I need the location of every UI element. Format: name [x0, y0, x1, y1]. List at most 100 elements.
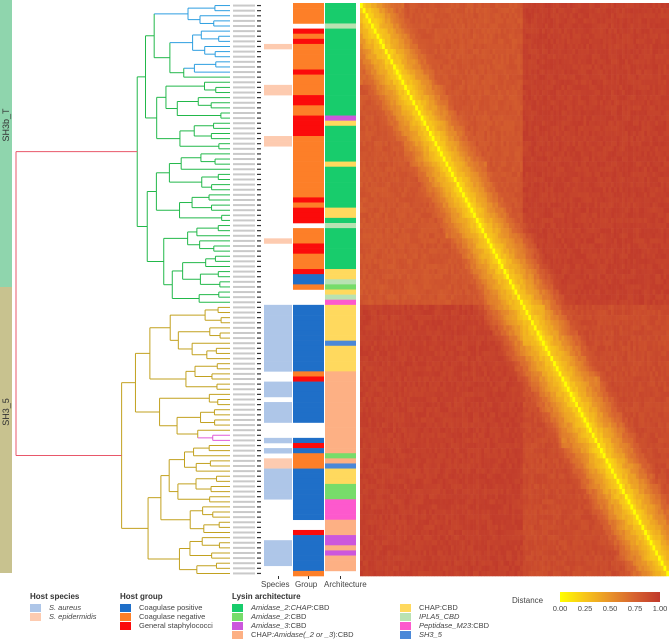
- heatmap-cell: [600, 8, 604, 14]
- heatmap-cell: [531, 156, 535, 162]
- heatmap-cell: [605, 141, 609, 147]
- heatmap-cell: [663, 141, 667, 147]
- heatmap-cell: [511, 187, 515, 193]
- heatmap-cell: [451, 79, 455, 86]
- heatmap-cell: [558, 125, 562, 132]
- heatmap-cell: [362, 105, 366, 111]
- heatmap-cell: [575, 89, 579, 96]
- heatmap-cell: [624, 18, 628, 24]
- architecture-cell: [325, 407, 356, 413]
- leaf-tick: [257, 455, 261, 457]
- group-cell: [293, 325, 324, 331]
- heatmap-cell: [423, 207, 427, 214]
- heatmap-cell: [608, 64, 612, 70]
- heatmap-cell: [398, 59, 402, 65]
- heatmap-cell: [622, 28, 626, 34]
- heatmap-cell: [619, 182, 623, 188]
- heatmap-cell: [506, 89, 510, 96]
- heatmap-cell: [371, 115, 375, 121]
- heatmap-cell: [462, 59, 466, 65]
- heatmap-cell: [462, 136, 466, 142]
- heatmap-cell: [561, 54, 565, 60]
- group-cell: [293, 49, 324, 55]
- heatmap-cell: [613, 130, 617, 137]
- heatmap-cell: [624, 69, 628, 75]
- heatmap-cell: [456, 146, 460, 152]
- group-cell: [293, 570, 324, 577]
- group-cell: [293, 74, 324, 81]
- heatmap-cell: [395, 115, 399, 121]
- heatmap-cell: [401, 171, 405, 178]
- heatmap-cell: [591, 28, 595, 34]
- heatmap-cell: [566, 100, 570, 106]
- heatmap-cell: [633, 115, 637, 121]
- heatmap-cell: [517, 197, 521, 203]
- heatmap-cell: [437, 202, 441, 208]
- architecture-cell: [325, 59, 356, 65]
- heatmap-cell: [489, 3, 493, 9]
- heatmap-cell: [528, 13, 532, 19]
- heatmap-cell: [586, 115, 590, 121]
- heatmap-cell: [613, 125, 617, 132]
- heatmap-cell: [508, 64, 513, 70]
- heatmap-cell: [544, 79, 548, 86]
- heatmap-cell: [464, 187, 468, 193]
- heatmap-cell: [492, 33, 496, 40]
- heatmap-cell: [638, 59, 642, 65]
- heatmap-cell: [431, 161, 435, 168]
- heatmap-cell: [440, 207, 444, 214]
- heatmap-cell: [404, 192, 408, 198]
- heatmap-cell: [417, 120, 421, 127]
- heatmap-cell: [660, 13, 664, 19]
- heatmap-cell: [655, 166, 659, 173]
- heatmap-cell: [525, 28, 529, 34]
- heatmap-cell: [475, 161, 479, 168]
- heatmap-cell: [583, 115, 587, 121]
- heatmap-cell: [511, 84, 515, 91]
- heatmap-cell: [437, 156, 441, 162]
- heatmap-cell: [597, 54, 601, 60]
- heatmap-cell: [644, 84, 648, 91]
- heatmap-cell: [467, 23, 471, 29]
- group-cell: [293, 182, 324, 188]
- heatmap-cell: [456, 23, 460, 29]
- heatmap-cell: [588, 59, 593, 65]
- heatmap-cell: [481, 130, 485, 137]
- leaf-label: [233, 204, 255, 207]
- heatmap-cell: [395, 8, 399, 14]
- heatmap-cell: [638, 84, 642, 91]
- heatmap-cell: [555, 197, 559, 203]
- heatmap-cell: [594, 89, 598, 96]
- heatmap-cell: [550, 79, 554, 86]
- heatmap-cell: [547, 84, 551, 91]
- heatmap-cell: [641, 110, 645, 116]
- heatmap-cell: [451, 166, 455, 173]
- leaf-label: [233, 147, 255, 150]
- heatmap-cell: [459, 89, 463, 96]
- heatmap-cell: [470, 28, 474, 34]
- heatmap-cell: [597, 125, 601, 132]
- heatmap-cell: [390, 43, 394, 50]
- heatmap-cell: [622, 59, 626, 65]
- heatmap-cell: [613, 54, 617, 60]
- group-cell: [293, 274, 324, 280]
- heatmap-cell: [542, 166, 546, 173]
- heatmap-cell: [577, 166, 582, 173]
- heatmap-cell: [533, 54, 537, 60]
- heatmap-cell: [379, 79, 383, 86]
- heatmap-cell: [371, 69, 375, 75]
- heatmap-cell: [445, 95, 449, 101]
- heatmap-cell: [536, 18, 540, 24]
- heatmap-cell: [382, 182, 386, 188]
- heatmap-cell: [561, 125, 565, 132]
- heatmap-cell: [475, 115, 479, 121]
- group-cell: [293, 89, 324, 96]
- heatmap-cell: [663, 136, 667, 142]
- heatmap-cell: [492, 64, 496, 70]
- heatmap-cell: [564, 49, 568, 55]
- heatmap-cell: [652, 171, 656, 178]
- heatmap-cell: [393, 105, 397, 111]
- heatmap-cell: [566, 156, 570, 162]
- heatmap-cell: [395, 187, 399, 193]
- heatmap-cell: [382, 49, 386, 55]
